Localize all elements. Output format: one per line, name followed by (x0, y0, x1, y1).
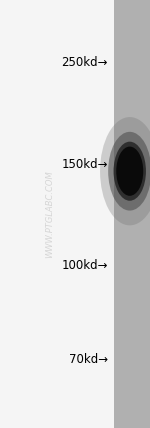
Text: 70kd→: 70kd→ (69, 353, 108, 366)
Ellipse shape (114, 142, 146, 201)
Bar (114, 0, 150, 428)
Text: 150kd→: 150kd→ (61, 158, 108, 171)
Text: 100kd→: 100kd→ (61, 259, 108, 272)
Ellipse shape (108, 132, 150, 211)
Text: WWW.PTGLABC.COM: WWW.PTGLABC.COM (45, 170, 54, 258)
Ellipse shape (100, 117, 150, 225)
Text: 250kd→: 250kd→ (61, 56, 108, 68)
Ellipse shape (116, 146, 143, 196)
